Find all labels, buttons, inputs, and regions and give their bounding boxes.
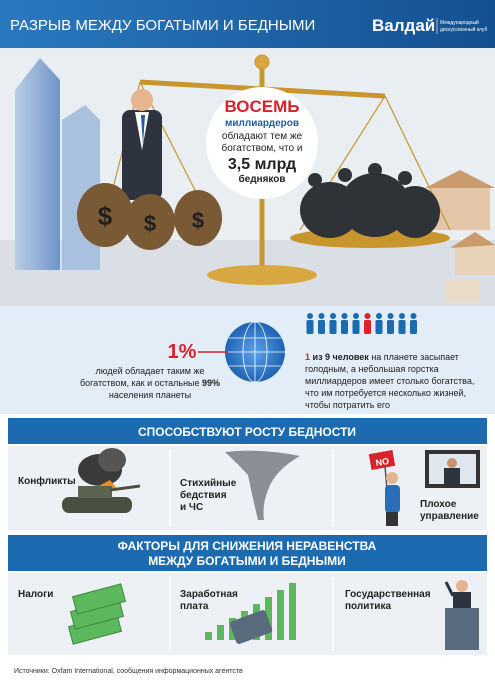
stat-text: чтобы потратить его <box>305 400 390 410</box>
globe-lines <box>225 321 285 383</box>
shape <box>375 320 383 334</box>
tank <box>62 448 141 513</box>
stat-text: что им потребуется несколько жизней, <box>305 388 466 398</box>
stat-bold: 99% <box>202 378 220 388</box>
amount: 3,5 млрд <box>228 156 296 173</box>
brand: Валдай <box>372 16 435 35</box>
title: РАЗРЫВ МЕЖДУ БОГАТЫМИ И БЕДНЫМИ <box>10 17 315 34</box>
shape <box>277 590 284 640</box>
shape <box>364 320 371 334</box>
shape <box>410 320 417 334</box>
item-label: Налоги <box>18 589 53 600</box>
headline: ВОСЕМЬ <box>224 97 299 116</box>
protester <box>384 465 400 526</box>
shape <box>387 320 394 334</box>
section-header <box>8 418 487 444</box>
svg-text:$: $ <box>144 211 156 236</box>
svg-text:$: $ <box>98 201 113 231</box>
shape <box>318 320 325 334</box>
callout-circle <box>206 87 318 199</box>
item-label: Стихийные <box>180 478 237 489</box>
lead-number: 1 <box>305 352 310 362</box>
svg-text:$: $ <box>192 208 204 233</box>
money-stack <box>67 583 127 645</box>
shape <box>364 313 371 319</box>
footer: Источники: Oxfam International, сообщени… <box>14 667 243 675</box>
brand-sub: Международный <box>440 19 479 26</box>
tornado <box>225 450 300 520</box>
item-label: и ЧС <box>180 502 203 513</box>
item-label: плата <box>180 601 209 612</box>
item-label: Плохое <box>420 499 457 510</box>
stat-text: богатством, как и остальные <box>80 378 200 388</box>
stat-text: миллиардеров имеет столько богатства, <box>305 376 474 386</box>
money-bags: $ $ $ <box>77 183 222 250</box>
shape <box>353 313 359 319</box>
lead: из 9 человек <box>313 352 370 362</box>
shape <box>205 632 212 640</box>
shape <box>387 313 394 319</box>
card <box>229 610 273 644</box>
shape <box>318 313 325 319</box>
item-label: Заработная <box>180 588 238 600</box>
section-title: ФАКТОРЫ ДЛЯ СНИЖЕНИЯ НЕРАВЕНСТВА <box>118 539 377 553</box>
stat-text: людей обладает таким же <box>96 366 205 376</box>
shape <box>265 597 272 640</box>
brand-sub: дискуссионный клуб <box>440 26 487 33</box>
percent: 1% <box>168 341 197 363</box>
callout-line: богатством, что и <box>222 142 303 154</box>
shape <box>289 583 296 640</box>
shape <box>376 313 382 319</box>
object: бедняков <box>238 173 285 185</box>
sign-text: NO <box>375 456 390 468</box>
stat-text: голодным, а небольшая горстка <box>305 364 439 374</box>
item-label: бедствия <box>180 489 227 501</box>
subject: миллиардеров <box>225 118 299 129</box>
shape <box>306 320 314 334</box>
stat-text: богатством, как и остальные 99% <box>80 378 220 388</box>
skyscraper <box>15 58 60 270</box>
scale-base <box>207 265 317 285</box>
shape <box>330 313 336 319</box>
item-label: управление <box>420 511 479 522</box>
shape <box>399 313 405 319</box>
callout-line: обладают тем же <box>222 130 303 142</box>
shape <box>217 625 224 640</box>
shape <box>341 313 348 319</box>
stat-text: 1 из 9 человек на планете засыпает <box>305 352 459 362</box>
shape <box>410 313 417 319</box>
section-title: МЕЖДУ БОГАТЫМИ И БЕДНЫМИ <box>148 554 346 568</box>
people-icons <box>306 313 417 334</box>
sign <box>368 450 396 470</box>
stat-text: на планете засыпает <box>371 352 459 362</box>
section-header <box>8 535 487 571</box>
shape <box>341 320 348 334</box>
crowd <box>300 163 440 238</box>
houses <box>425 170 495 302</box>
shape <box>398 320 406 334</box>
billionaire <box>122 89 162 200</box>
stat-text: населения планеты <box>109 390 191 400</box>
section-title: СПОСОБСТВУЮТ РОСТУ БЕДНОСТИ <box>138 425 356 439</box>
tv <box>425 450 480 488</box>
shape <box>307 313 313 319</box>
shape <box>352 320 360 334</box>
shape <box>329 320 337 334</box>
item-label: Конфликты <box>18 475 76 487</box>
politician <box>444 580 479 650</box>
item-label: политика <box>345 601 391 612</box>
item-label: Государственная <box>345 589 431 600</box>
header-bar <box>0 0 495 48</box>
